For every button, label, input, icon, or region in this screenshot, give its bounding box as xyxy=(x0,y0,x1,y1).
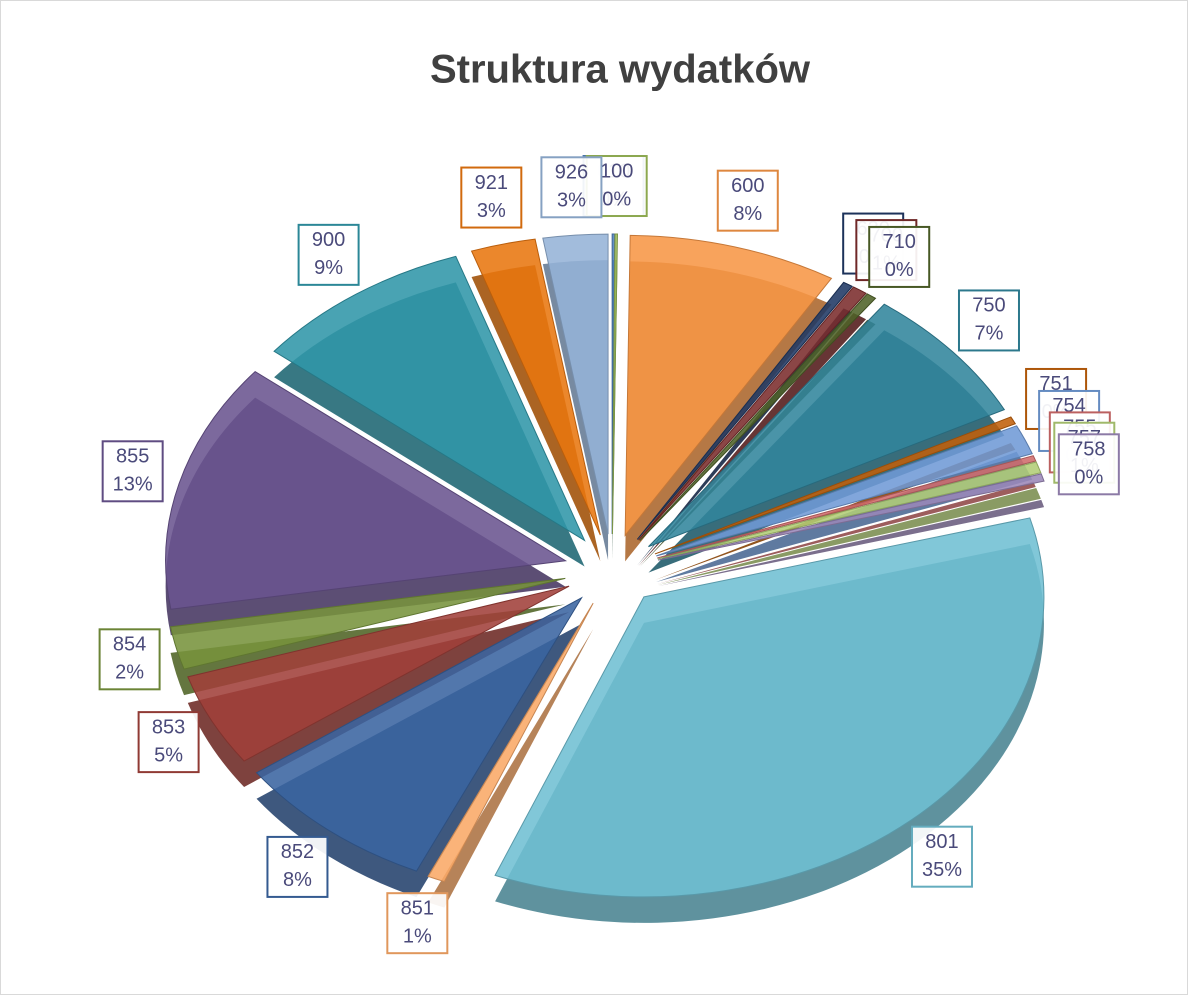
label-box xyxy=(910,825,973,888)
label-value: 8% xyxy=(283,869,312,891)
label-value: 3% xyxy=(477,200,506,222)
label-box xyxy=(266,835,329,898)
label-value: 0% xyxy=(1074,467,1103,489)
label-category: 100 xyxy=(600,160,633,182)
label-box xyxy=(297,223,360,286)
label-box xyxy=(137,711,200,774)
slice-group xyxy=(657,455,1037,585)
slice-group xyxy=(624,234,833,562)
label-box xyxy=(386,892,449,955)
label-value: 13% xyxy=(113,474,153,496)
slice xyxy=(273,255,586,542)
slice xyxy=(169,577,566,670)
label-category: 921 xyxy=(475,172,508,194)
slice-side xyxy=(657,481,1036,585)
label-category: 600 xyxy=(731,175,764,197)
slice xyxy=(542,233,609,535)
slice xyxy=(658,473,1045,561)
label-category: 854 xyxy=(113,634,146,656)
label-category: 751 xyxy=(1039,373,1072,395)
label-category: 855 xyxy=(116,446,149,468)
slice xyxy=(494,517,1045,898)
label-value: 5% xyxy=(154,744,183,766)
slice xyxy=(654,416,1017,555)
slice-group xyxy=(542,233,609,561)
label-value: 8% xyxy=(733,203,762,225)
slice-side xyxy=(428,629,594,908)
slice-group xyxy=(165,370,568,636)
slice xyxy=(165,370,568,610)
label-category: 851 xyxy=(401,897,434,919)
label-value: 0% xyxy=(885,259,914,281)
label-category: 853 xyxy=(152,716,185,738)
slice xyxy=(611,233,619,535)
slice xyxy=(187,585,570,762)
label-value: 0% xyxy=(602,188,631,210)
label-value: 2% xyxy=(115,662,144,684)
label-category: 801 xyxy=(925,831,958,853)
slice-group xyxy=(611,233,619,561)
slice xyxy=(657,455,1037,559)
label-category: 926 xyxy=(555,162,588,184)
slice xyxy=(648,303,1006,548)
label-box xyxy=(716,169,779,232)
slice xyxy=(639,293,877,541)
label-value: 35% xyxy=(922,859,962,881)
label-value: 3% xyxy=(557,190,586,212)
label-category: 710 xyxy=(883,231,916,253)
slice-group xyxy=(427,602,594,908)
label-box xyxy=(957,289,1020,352)
slice-group xyxy=(255,596,583,898)
slice-group xyxy=(494,517,1045,923)
label-category: 758 xyxy=(1072,439,1105,461)
label-category: 900 xyxy=(312,229,345,251)
slice xyxy=(657,461,1042,560)
slice-side xyxy=(657,487,1041,586)
slice-group xyxy=(648,303,1006,573)
label-box xyxy=(460,166,523,229)
slice-group xyxy=(470,238,601,562)
chart-title: Struktura wydatków xyxy=(430,48,811,92)
label-box xyxy=(868,225,931,288)
slice-group xyxy=(657,461,1042,586)
label-category: 750 xyxy=(972,295,1005,317)
label-box xyxy=(101,440,164,503)
label-box xyxy=(98,628,161,691)
slice xyxy=(255,596,583,872)
label-box xyxy=(540,156,603,219)
label-category: 852 xyxy=(281,841,314,863)
slice-side xyxy=(471,265,601,562)
slice xyxy=(638,286,867,541)
label-box xyxy=(1057,433,1120,496)
label-value: 7% xyxy=(975,323,1004,345)
slice-side xyxy=(658,499,1045,587)
label-value: 9% xyxy=(314,257,343,279)
slice xyxy=(636,281,853,540)
slice xyxy=(624,234,833,537)
slice xyxy=(427,602,594,883)
slice xyxy=(470,238,601,536)
slice xyxy=(656,425,1033,557)
label-value: 1% xyxy=(403,925,432,947)
slice-group xyxy=(658,473,1045,587)
slice-group xyxy=(273,255,586,567)
